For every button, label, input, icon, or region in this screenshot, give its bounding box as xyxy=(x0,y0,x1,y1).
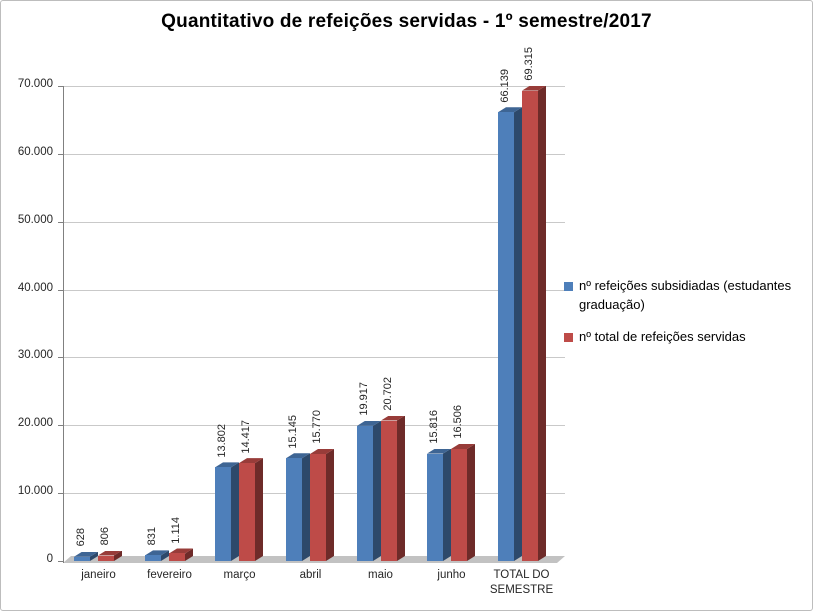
bar-top-series1-4 xyxy=(357,421,381,426)
bar-front-series2-2 xyxy=(239,463,255,561)
bar-value-label-series1-3: 15.145 xyxy=(287,414,299,449)
x-axis-label-3: abril xyxy=(299,569,322,581)
bar-top-series1-5 xyxy=(427,449,451,454)
bar-side-series1-6 xyxy=(514,107,522,561)
bar-front-series1-5 xyxy=(427,453,443,561)
bar-front-series1-6 xyxy=(498,112,514,561)
bar-value-label-series2-1: 1.114 xyxy=(170,516,182,544)
gridline xyxy=(63,290,565,291)
gridline xyxy=(63,86,565,87)
y-axis-tick xyxy=(58,290,63,291)
bar-value-label-series2-2: 14.417 xyxy=(240,419,252,454)
y-axis-label: 10.000 xyxy=(17,485,53,497)
y-axis-label: 60.000 xyxy=(17,146,53,158)
gridline xyxy=(63,154,565,155)
bar-top-series2-4 xyxy=(381,416,405,421)
bar-value-label-series2-0: 806 xyxy=(99,527,111,546)
bar-front-series2-5 xyxy=(451,448,467,561)
y-axis-label: 70.000 xyxy=(17,78,53,90)
y-axis-tick xyxy=(58,86,63,87)
bar-side-series2-1 xyxy=(185,548,193,561)
bar-top-series2-2 xyxy=(239,458,263,463)
x-axis-label-0: janeiro xyxy=(81,569,116,581)
bar-top-series1-6 xyxy=(498,107,522,112)
y-axis-tick xyxy=(58,561,63,562)
gridline xyxy=(63,222,565,223)
bar-side-series1-4 xyxy=(373,421,381,561)
bar-side-series1-1 xyxy=(161,550,169,561)
bar-front-series1-0 xyxy=(74,556,90,561)
bar-front-series2-6 xyxy=(522,90,538,561)
gridline xyxy=(63,357,565,358)
bar-front-series1-1 xyxy=(145,555,161,561)
x-axis-label-6: TOTAL DO SEMESTRE xyxy=(489,569,554,596)
chart-title: Quantitativo de refeições servidas - 1º … xyxy=(161,11,652,32)
y-axis-label: 50.000 xyxy=(17,214,53,226)
y-axis-tick xyxy=(58,154,63,155)
y-axis-label: 30.000 xyxy=(17,349,53,361)
bar-front-series1-3 xyxy=(286,458,302,561)
x-axis-label-2: março xyxy=(223,569,256,581)
bar-value-label-series2-4: 20.702 xyxy=(382,376,394,411)
legend: nº refeições subsidiadas (estudantes gra… xyxy=(564,277,812,347)
bar-side-series2-2 xyxy=(255,458,263,561)
bar-front-series2-3 xyxy=(310,453,326,561)
bar-top-series2-6 xyxy=(522,86,546,91)
bar-top-series1-1 xyxy=(145,550,169,555)
bar-value-label-series1-5: 15.816 xyxy=(428,410,440,444)
x-axis-label-5: junho xyxy=(437,569,466,581)
bar-front-series2-4 xyxy=(381,420,397,561)
legend-label-series1: nº refeições subsidiadas (estudantes gra… xyxy=(579,278,792,312)
x-axis-label-4: maio xyxy=(368,569,393,581)
legend-label-series2: nº total de refeições servidas xyxy=(579,328,746,344)
bar-value-label-series1-4: 19.917 xyxy=(358,382,370,416)
legend-swatch-red xyxy=(564,332,573,342)
bar-top-series1-3 xyxy=(286,453,310,458)
bar-value-label-series1-1: 831 xyxy=(146,527,158,546)
bar-value-label-series1-2: 13.802 xyxy=(216,423,228,458)
bar-front-series2-0 xyxy=(98,555,114,561)
bar-front-series1-2 xyxy=(215,467,231,561)
gridline xyxy=(63,425,565,426)
bar-top-series2-0 xyxy=(98,551,122,556)
bar-side-series2-3 xyxy=(326,449,334,561)
y-axis-tick xyxy=(58,222,63,223)
bar-side-series1-2 xyxy=(231,462,239,561)
bar-value-label-series1-0: 628 xyxy=(75,528,87,547)
bar-value-label-series1-6: 66.139 xyxy=(499,68,511,103)
bar-value-label-series2-3: 15.770 xyxy=(311,410,323,444)
legend-item-series1: nº refeições subsidiadas (estudantes gra… xyxy=(564,277,812,315)
bar-side-series1-5 xyxy=(443,449,451,561)
bar-front-series2-1 xyxy=(169,553,185,561)
y-axis-tick xyxy=(58,493,63,494)
bar-top-series2-3 xyxy=(310,449,334,454)
bar-side-series2-5 xyxy=(467,444,475,561)
bar-top-series2-5 xyxy=(451,444,475,449)
bar-top-series1-0 xyxy=(74,552,98,557)
x-axis-label-1: fevereiro xyxy=(147,569,192,581)
bar-top-series2-1 xyxy=(169,548,193,553)
y-axis-line xyxy=(63,86,64,563)
bar-front-series1-4 xyxy=(357,425,373,561)
bar-top-series1-2 xyxy=(215,462,239,467)
bar-side-series2-6 xyxy=(538,86,546,561)
bar-value-label-series2-6: 69.315 xyxy=(523,47,535,81)
bar-side-series2-0 xyxy=(114,551,122,561)
y-axis-label: 40.000 xyxy=(17,282,53,294)
y-axis-tick xyxy=(58,425,63,426)
legend-swatch-blue xyxy=(564,282,573,291)
y-axis-label: 0 xyxy=(46,553,53,565)
bar-side-series2-4 xyxy=(397,416,405,561)
legend-item-series2: nº total de refeições servidas xyxy=(564,328,812,347)
bar-value-label-series2-5: 16.506 xyxy=(452,405,464,439)
y-axis-tick xyxy=(58,357,63,358)
bar-side-series1-0 xyxy=(90,552,98,561)
y-axis-label: 20.000 xyxy=(17,417,53,429)
bar-side-series1-3 xyxy=(302,453,310,561)
